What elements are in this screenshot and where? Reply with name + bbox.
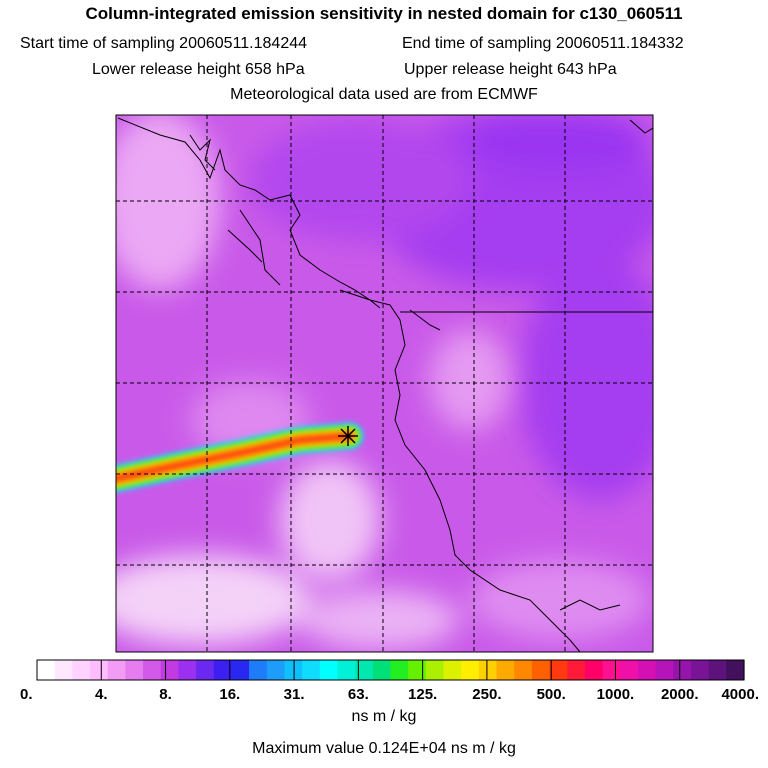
maximum-value-label: Maximum value 0.124E+04 ns m / kg: [252, 740, 516, 757]
colorbar-cell: [196, 660, 215, 680]
colorbar-cell: [567, 660, 586, 680]
colorbar-tick-label: 4.: [95, 686, 108, 703]
colorbar-cell: [602, 660, 621, 680]
colorbar-tick-label: 125.: [408, 686, 437, 703]
colorbar-cell: [461, 660, 480, 680]
colorbar-cell: [355, 660, 374, 680]
field-high-sensitivity-regions: [250, 115, 653, 500]
receptor-marker: [338, 426, 358, 446]
colorbar-cell: [178, 660, 197, 680]
colorbar-units-label: ns m / kg: [351, 708, 417, 725]
colorbar-cell: [673, 660, 692, 680]
colorbar-cell: [90, 660, 109, 680]
colorbar-cell: [319, 660, 339, 680]
map-frame: [115, 114, 654, 653]
colorbar-cell: [372, 660, 392, 680]
colorbar-tick-label: 8.: [159, 686, 172, 703]
colorbar-cell: [143, 660, 162, 680]
start-time-label: Start time of sampling 20060511.184244: [20, 35, 308, 52]
colorbar-cell: [690, 660, 710, 680]
end-time-label: End time of sampling 20060511.184332: [402, 35, 684, 52]
colorbar-cell: [337, 660, 356, 680]
upper-release-label: Upper release height 643 hPa: [404, 61, 617, 78]
colorbar-cell: [531, 660, 551, 680]
colorbar-tick-label: 2000.: [661, 686, 699, 703]
colorbar-cell: [620, 660, 639, 680]
colorbar-cell: [425, 660, 445, 680]
colorbar-tick-label: 63.: [348, 686, 369, 703]
colorbar-tick-label: 4000.: [721, 686, 759, 703]
colorbar-cell: [284, 660, 303, 680]
colorbar-cell: [72, 660, 91, 680]
colorbar-tick-label: 31.: [284, 686, 305, 703]
colorbar-cell: [708, 660, 727, 680]
colorbar-cell: [107, 660, 126, 680]
colorbar-cell: [302, 660, 321, 680]
colorbar-cell: [213, 660, 233, 680]
colorbar-cell: [637, 660, 657, 680]
coastline: [117, 117, 653, 652]
colorbar-cell: [549, 660, 568, 680]
colorbar-cell: [496, 660, 515, 680]
colorbar-cell: [584, 660, 604, 680]
colorbar-cell: [249, 660, 268, 680]
colorbar-cell: [37, 660, 56, 680]
colorbar-cell: [125, 660, 144, 680]
colorbar-cell: [478, 660, 498, 680]
colorbar-tick-label: 1000.: [597, 686, 635, 703]
colorbar-cell: [726, 660, 745, 680]
colorbar-cell: [160, 660, 180, 680]
graticule: [116, 115, 653, 652]
colorbar-cell: [231, 660, 250, 680]
colorbar-cell: [408, 660, 427, 680]
colorbar-cell: [390, 660, 409, 680]
plume: [116, 423, 363, 493]
colorbar-cell: [266, 660, 286, 680]
colorbar-tick-label: 16.: [219, 686, 240, 703]
colorbar-cell: [443, 660, 462, 680]
plot-title: Column-integrated emission sensitivity i…: [85, 4, 683, 23]
colorbar-tick-label: 500.: [537, 686, 566, 703]
met-data-label: Meteorological data used are from ECMWF: [230, 86, 538, 103]
colorbar-cell: [54, 660, 73, 680]
lower-release-label: Lower release height 658 hPa: [92, 61, 305, 78]
colorbar-cell: [514, 660, 533, 680]
colorbar-cell: [655, 660, 674, 680]
field-low-sensitivity-regions: [116, 115, 650, 650]
colorbar-tick-label: 0.: [20, 686, 33, 703]
colorbar-tick-label: 250.: [472, 686, 501, 703]
